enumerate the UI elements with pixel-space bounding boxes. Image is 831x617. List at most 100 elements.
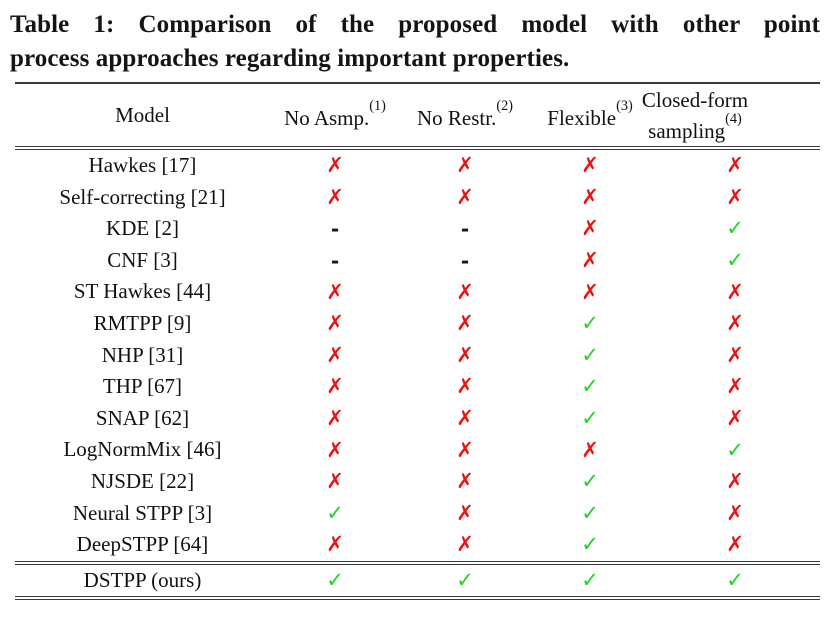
table-row-cnf: CNF [3] - - ✗ ✓: [15, 245, 820, 277]
cross-icon: ✗: [581, 279, 599, 304]
table-row-thp: THP [67] ✗ ✗ ✓ ✗: [15, 371, 820, 403]
column-header-label: No Restr.: [417, 105, 497, 130]
cross-icon: ✗: [726, 406, 744, 431]
table-row-hawkes: Hawkes [17] ✗ ✗ ✗ ✗: [15, 150, 820, 182]
cross-icon: ✗: [456, 437, 474, 462]
cross-icon: ✗: [456, 153, 474, 178]
table-row-snap: SNAP [62] ✗ ✗ ✓ ✗: [15, 403, 820, 435]
cross-icon: ✗: [581, 153, 599, 178]
cross-icon: ✗: [456, 469, 474, 494]
model-name: Hawkes [17]: [88, 153, 197, 177]
cross-icon: ✗: [326, 469, 344, 494]
cross-icon: ✗: [581, 184, 599, 209]
cross-icon: ✗: [456, 374, 474, 399]
not-applicable-dash: -: [330, 216, 340, 241]
check-icon: ✓: [581, 311, 599, 336]
model-name: SNAP [62]: [95, 405, 190, 430]
cross-icon: ✗: [726, 184, 744, 209]
cross-icon: ✗: [326, 342, 344, 367]
cross-icon: ✗: [581, 216, 599, 241]
cross-icon: ✗: [456, 342, 474, 367]
table-row-njsde: NJSDE [22] ✗ ✗ ✓ ✗: [15, 466, 820, 498]
check-icon: ✓: [726, 248, 744, 273]
cross-icon: ✗: [726, 500, 744, 525]
cross-icon: ✗: [726, 342, 744, 367]
check-icon: ✓: [456, 567, 474, 592]
column-header-label: No Asmp.: [284, 105, 370, 130]
check-icon: ✓: [581, 406, 599, 431]
check-icon: ✓: [581, 374, 599, 399]
cross-icon: ✗: [326, 184, 344, 209]
comparison-table: Model No Asmp.(1) No Restr.(2) Flexible(…: [15, 82, 820, 600]
check-icon: ✓: [726, 216, 744, 241]
column-header-label-line2: sampling(4): [610, 111, 780, 144]
table-row-kde: KDE [2] - - ✗ ✓: [15, 213, 820, 245]
header-separator-double-rule: [15, 146, 820, 150]
cross-icon: ✗: [326, 279, 344, 304]
model-name: NHP [31]: [101, 342, 184, 367]
model-name: THP [67]: [102, 374, 183, 399]
not-applicable-dash: -: [460, 216, 470, 241]
model-name: DSTPP (ours): [83, 567, 202, 592]
table-caption-line1: Table 1: Comparison of the proposed mode…: [10, 11, 820, 38]
ours-separator-double-rule: [15, 560, 820, 565]
column-header-label: sampling: [648, 118, 726, 143]
model-name: ST Hawkes [44]: [73, 279, 212, 304]
cross-icon: ✗: [456, 279, 474, 304]
table-row-lognormmix: LogNormMix [46] ✗ ✗ ✗ ✓: [15, 434, 820, 466]
table-row-rmtpp: RMTPP [9] ✗ ✗ ✓ ✗: [15, 308, 820, 340]
not-applicable-dash: -: [460, 248, 470, 273]
cross-icon: ✗: [456, 500, 474, 525]
table-row-neural-stpp: Neural STPP [3] ✓ ✗ ✓ ✗: [15, 498, 820, 530]
model-name: KDE [2]: [106, 216, 179, 241]
model-name: DeepSTPP [64]: [76, 532, 209, 557]
column-header-footnote-sup: (3): [616, 98, 633, 115]
column-header-label-line1: Closed-form: [641, 87, 749, 112]
check-icon: ✓: [581, 342, 599, 367]
cross-icon: ✗: [326, 532, 344, 557]
cross-icon: ✗: [326, 406, 344, 431]
cross-icon: ✗: [456, 184, 474, 209]
cross-icon: ✗: [456, 311, 474, 336]
check-icon: ✓: [726, 437, 744, 462]
cross-icon: ✗: [726, 469, 744, 494]
table-caption: Table 1: Comparison of the proposed mode…: [10, 8, 820, 76]
table-header-row: Model No Asmp.(1) No Restr.(2) Flexible(…: [15, 84, 820, 146]
model-name: CNF [3]: [107, 247, 178, 272]
cross-icon: ✗: [726, 311, 744, 336]
column-header-footnote-sup: (4): [725, 111, 742, 128]
column-header-closed-form-sampling: Closed-form sampling(4): [610, 87, 780, 144]
cross-icon: ✗: [326, 437, 344, 462]
paper-table-figure: Table 1: Comparison of the proposed mode…: [0, 8, 831, 600]
cross-icon: ✗: [456, 532, 474, 557]
column-header-footnote-sup: (2): [496, 98, 513, 115]
column-header-no-asmp: No Asmp.(1): [270, 98, 400, 130]
cross-icon: ✗: [726, 279, 744, 304]
table-bottom-double-rule: [15, 595, 820, 600]
table-row-st-hawkes: ST Hawkes [44] ✗ ✗ ✗ ✗: [15, 276, 820, 308]
table-caption-line2: process approaches regarding important p…: [10, 45, 570, 72]
cross-icon: ✗: [456, 406, 474, 431]
check-icon: ✓: [326, 500, 344, 525]
check-icon: ✓: [581, 469, 599, 494]
column-header-no-restr: No Restr.(2): [400, 98, 530, 130]
check-icon: ✓: [326, 567, 344, 592]
table-row-deepstpp: DeepSTPP [64] ✗ ✗ ✓ ✗: [15, 529, 820, 561]
table-top-rule: [15, 82, 820, 84]
model-name: Self-correcting [21]: [59, 184, 226, 209]
model-name: Neural STPP [3]: [72, 500, 213, 525]
check-icon: ✓: [581, 500, 599, 525]
column-header-flexible: Flexible(3): [530, 98, 650, 129]
table-row-self-correcting: Self-correcting [21] ✗ ✗ ✗ ✗: [15, 182, 820, 214]
table-row-dstpp-ours: DSTPP (ours) ✓ ✓ ✓ ✓: [15, 565, 820, 596]
check-icon: ✓: [726, 567, 744, 592]
check-icon: ✓: [581, 567, 599, 592]
column-header-model: Model: [115, 103, 170, 127]
cross-icon: ✗: [726, 153, 744, 178]
cross-icon: ✗: [726, 374, 744, 399]
cross-icon: ✗: [581, 248, 599, 273]
cross-icon: ✗: [326, 374, 344, 399]
check-icon: ✓: [581, 532, 599, 557]
model-name: RMTPP [9]: [93, 310, 192, 335]
model-name: LogNormMix [46]: [63, 437, 222, 462]
